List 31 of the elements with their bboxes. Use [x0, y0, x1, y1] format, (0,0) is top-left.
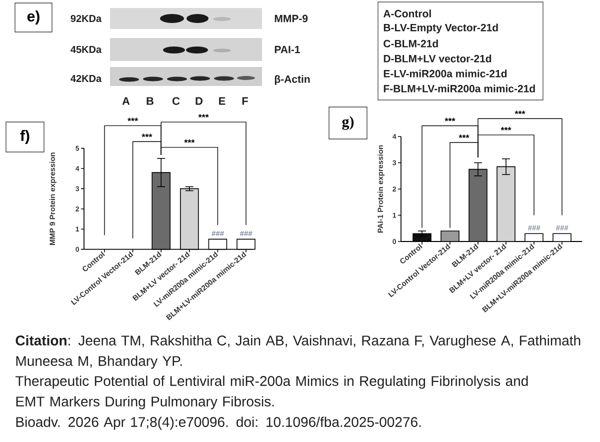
annotation: *** — [184, 139, 195, 143]
text: Bioadv. 2026 Apr 17;8(4):e70096. doi: 10.1096/fba.2025-00276. — [16, 416, 421, 430]
text: A-Control — [383, 10, 431, 18]
text: F — [242, 97, 248, 105]
chart-title: g) — [342, 116, 354, 130]
annotation: *** — [128, 118, 138, 122]
text: B-LV-Empty Vector-21d — [384, 24, 498, 34]
text: Therapeutic Potential of Lentiviral miR-200a Mimics in Regulating Fibrinolysis and EMT Markers During Pulmonary Fibrosis. — [16, 376, 528, 410]
text: B — [146, 97, 154, 105]
text: e) — [27, 10, 40, 24]
text: 42KDa — [70, 74, 102, 82]
text: β-Actin — [274, 75, 310, 85]
text: PAI-1 — [274, 46, 300, 54]
annotation: *** — [198, 114, 209, 118]
text: *** — [444, 118, 456, 122]
text: C-BLM-21d — [384, 40, 438, 48]
annotation: *** — [458, 134, 470, 138]
text: C — [172, 97, 180, 105]
text: E-LV-miR200a mimic-21d — [384, 70, 507, 78]
text: A — [122, 97, 130, 105]
text: D-BLM+LV vector-21d — [384, 54, 492, 62]
text: E — [219, 97, 226, 105]
text: F-BLM+LV-miR200a mimic-21d — [384, 84, 535, 92]
text: D — [196, 97, 203, 105]
text: Citation: Jeena TM, Rakshitha C, Jain AB, Vaishnavi, Razana F, Varughese A, Fathimath Muneesa M, Bhandary YP. — [16, 335, 580, 369]
text: 92KDa — [70, 14, 102, 22]
text: 45KDa — [70, 46, 102, 53]
text: *** — [500, 127, 512, 130]
text: MMP-9 — [274, 14, 308, 22]
text: *** — [514, 110, 526, 114]
chart-title: f) — [20, 130, 30, 144]
